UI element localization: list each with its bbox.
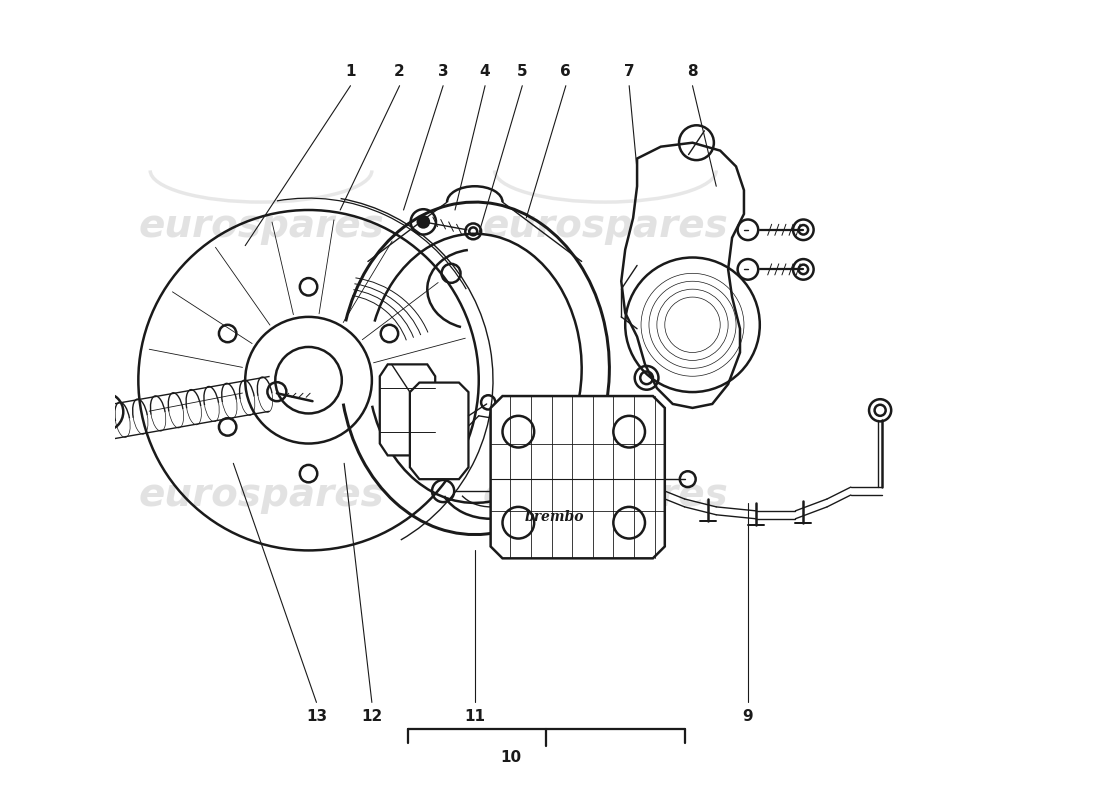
Text: eurospares: eurospares	[483, 207, 728, 245]
Text: 1: 1	[345, 64, 355, 79]
Polygon shape	[410, 382, 469, 479]
Circle shape	[418, 216, 429, 227]
Text: eurospares: eurospares	[139, 207, 384, 245]
Text: eurospares: eurospares	[139, 476, 384, 514]
Text: 9: 9	[742, 709, 754, 724]
Text: 3: 3	[438, 64, 449, 79]
Text: eurospares: eurospares	[483, 476, 728, 514]
Text: 5: 5	[517, 64, 528, 79]
Polygon shape	[491, 396, 664, 558]
Text: 6: 6	[561, 64, 571, 79]
Text: 2: 2	[394, 64, 405, 79]
Text: 8: 8	[688, 64, 697, 79]
Text: 12: 12	[361, 709, 383, 724]
Text: brembo: brembo	[525, 510, 584, 524]
Polygon shape	[379, 364, 436, 455]
Text: 13: 13	[306, 709, 327, 724]
Text: 11: 11	[464, 709, 485, 724]
Text: 10: 10	[499, 750, 521, 766]
Text: 7: 7	[624, 64, 635, 79]
Text: 4: 4	[480, 64, 491, 79]
